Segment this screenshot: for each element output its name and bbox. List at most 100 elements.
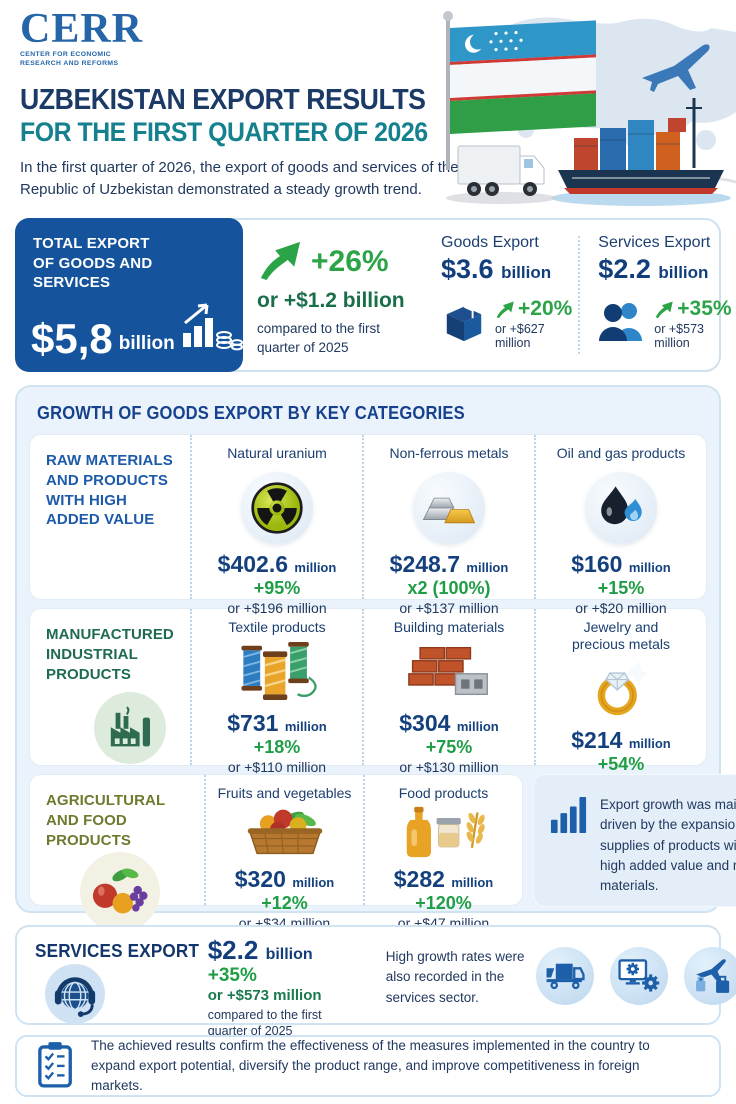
product-value: $304 [399,709,451,736]
page-subtitle: FOR THE FIRST QUARTER OF 2026 [20,117,428,147]
services-export-value: $2.2 [598,254,651,284]
hero-illustration [443,11,736,206]
airplane-icon [642,44,710,92]
product-name: Food products [398,785,489,801]
product-jewelry: Jewelry and precious metals $214 million… [534,609,706,792]
product-oil-and-gas: Oil and gas products $160 million +15% o… [534,435,706,616]
services-value: $2.2 [207,935,259,965]
factory-icon [94,692,166,765]
product-food-products: Food products [363,775,522,931]
people-icon [598,301,646,346]
product-growth-abs: or +$110 million [227,758,327,775]
product-growth-pct: +75% [425,736,473,757]
product-growth-pct: +12% [261,892,308,913]
services-growth-pct: +35% [677,297,732,320]
goods-growth-pct: +20% [518,297,573,320]
product-growth-abs: or +$130 million [399,758,499,775]
category-row-manufactured: MANUFACTURED INDUSTRIAL PRODUCTS Textile… [29,608,707,792]
note-text: Export growth was mainly driven by the e… [600,797,736,893]
air-travel-icon [683,947,736,1005]
total-growth-pct: +26% [311,244,389,278]
product-value: $160 [571,550,623,577]
product-value: $214 [571,726,623,753]
goods-growth-abs: or +$627 million [495,322,545,350]
category-label: RAW MATERIALS AND PRODUCTS WITH HIGH ADD… [46,452,173,529]
growth-arrow-icon [496,301,514,319]
product-name: Oil and gas products [556,445,686,461]
services-export-unit: billion [658,263,709,282]
product-textile: Textile products [190,609,362,775]
product-value: $248.7 [389,550,461,577]
banner-dotted-divider [578,236,581,354]
product-name: Building materials [393,619,505,635]
checklist-icon [37,1040,75,1093]
goods-export-unit: billion [501,263,552,282]
total-growth-panel: +26% or +$1.2 billion compared to the fi… [241,220,423,370]
cerr-logo: CERR CENTER FOR ECONOMIC RESEARCH AND RE… [20,8,152,69]
growth-arrow-icon [257,238,303,285]
product-building-materials: Building materials [362,609,534,775]
category-label: AGRICULTURAL AND FOOD PRODUCTS [46,792,165,849]
services-export-panel: Services Export $2.2 billion +35% [580,220,736,370]
thread-spools-icon [234,640,320,707]
growth-bars-icon [550,795,588,840]
services-growth-abs: or +$573 million [654,322,704,350]
package-box-icon [441,299,487,348]
uzbekistan-flag-icon [443,11,596,170]
product-value: $731 [227,709,279,736]
total-export-label-line1: TOTAL EXPORT [33,235,150,252]
summary-banner: TOTAL EXPORT OF GOODS AND SERVICES $5,8 … [15,218,732,372]
product-growth-pct: +120% [415,892,472,913]
goods-export-value: $3.6 [441,254,494,284]
it-services-icon [609,947,668,1005]
services-export-section: SERVICES EXPORT $2.2 billion [15,925,736,1038]
services-section-title: SERVICES EXPORT [35,941,200,961]
services-export-label: Services Export [598,234,711,251]
cerr-logo-tagline: CENTER FOR ECONOMIC RESEARCH AND REFORMS [20,51,119,67]
product-growth-abs: or +$20 million [575,599,667,616]
product-growth-abs: or +$196 million [227,599,327,616]
services-compare-text: compared to the first quarter of 2025 [207,1007,322,1038]
product-fruits-vegetables: Fruits and vegetables [204,775,363,931]
ring-diamond-icon [591,660,651,721]
bricks-icon [407,642,491,705]
cargo-ship-icon [551,98,731,206]
product-name: Textile products [228,619,326,635]
fruits-icon [80,852,160,933]
intro-text: In the first quarter of 2026, the export… [20,159,459,198]
food-jars-icon [402,805,486,864]
bar-chart-coins-icon [181,301,243,358]
total-export-value: $5,8 [31,315,113,363]
product-value: $402.6 [217,550,289,577]
category-label: MANUFACTURED INDUSTRIAL PRODUCTS [46,626,174,683]
export-growth-note: Export growth was mainly driven by the e… [533,774,736,908]
metal-ingots-icon [413,471,485,544]
conclusion-text: The achieved results confirm the effecti… [91,1037,650,1094]
product-value: $320 [234,865,286,892]
categories-title: GROWTH OF GOODS EXPORT BY KEY CATEGORIES [37,403,465,423]
services-note: High growth rates were also recorded in … [385,949,525,1005]
product-growth-pct: +54% [597,753,645,774]
product-non-ferrous-metals: Non-ferrous metals $248.7 million x2 (10… [362,435,534,616]
goods-export-panel: Goods Export $3.6 billion +20% [423,220,578,370]
product-name: Non-ferrous metals [389,445,509,461]
total-export-label-line2: OF GOODS AND SERVICES [33,254,153,292]
total-export-panel: TOTAL EXPORT OF GOODS AND SERVICES $5,8 … [15,218,243,372]
category-row-agricultural: AGRICULTURAL AND FOOD PRODUCTS Fruits an… [29,774,523,933]
categories-section: GROWTH OF GOODS EXPORT BY KEY CATEGORIES… [15,385,736,933]
services-growth-pct: +35% [207,965,257,986]
product-name: Jewelry and precious metals [571,619,671,652]
product-growth-abs: or +$137 million [399,599,499,616]
product-natural-uranium: Natural uranium $402.6 million +9 [190,435,362,616]
conclusion-banner: The achieved results confirm the effecti… [15,1035,721,1097]
product-name: Natural uranium [227,445,327,461]
truck-icon [446,145,556,204]
total-export-unit: billion [118,333,175,354]
total-growth-abs: or +$1.2 billion [257,289,405,312]
delivery-truck-icon [535,947,594,1005]
services-growth-abs: or +$573 million [207,986,322,1004]
product-growth-pct: +95% [253,577,301,598]
fruit-basket-icon [239,805,331,864]
services-unit: billion [265,946,313,963]
